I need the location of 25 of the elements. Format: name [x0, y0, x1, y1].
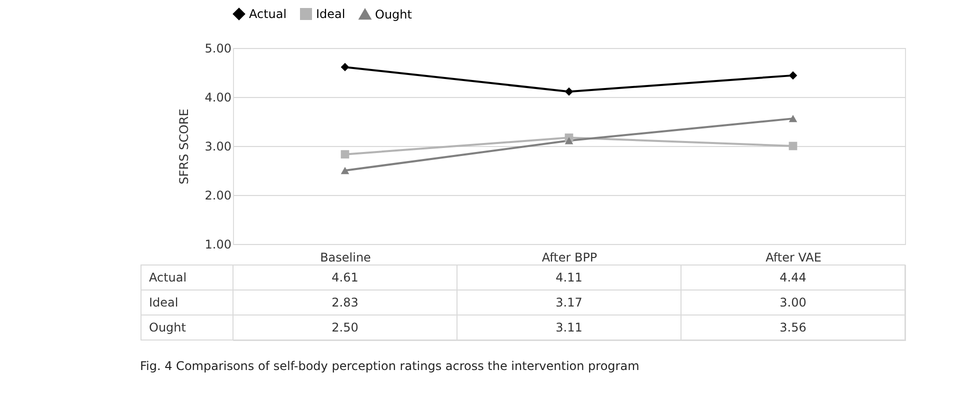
text: Actual [149, 270, 187, 284]
y-tick-label: 3.00 [204, 140, 232, 154]
legend-label: Ideal [316, 7, 346, 21]
text: Ideal [149, 296, 178, 310]
y-tick-label: 5.00 [204, 42, 232, 56]
text: Ought [149, 320, 186, 334]
y-tick-label: 2.00 [204, 188, 232, 202]
y-axis-title: SFRS SCORE [176, 108, 191, 184]
data-label: 2.83 [332, 296, 358, 310]
data-label: 3.56 [780, 320, 806, 334]
data-label: 3.00 [780, 296, 806, 310]
x-tick-label: Baseline [320, 250, 371, 264]
x-tick-label: After VAE [766, 250, 822, 264]
data-label: 2.50 [332, 320, 358, 334]
legend-label: Actual [249, 7, 287, 21]
y-tick-label: 4.00 [204, 90, 232, 104]
data-label: 3.11 [556, 320, 582, 334]
caption: Fig. 4 Comparisons of self-body perception ratings across the intervention program [140, 359, 640, 373]
legend-label: Ought [375, 7, 412, 22]
x-tick-label: After BPP [542, 250, 598, 264]
data-label: 3.17 [556, 296, 582, 310]
y-tick-label: 1.00 [204, 238, 232, 252]
data-label: 4.61 [332, 270, 358, 284]
data-label: 4.44 [780, 270, 806, 284]
data-label: 4.11 [556, 270, 582, 284]
